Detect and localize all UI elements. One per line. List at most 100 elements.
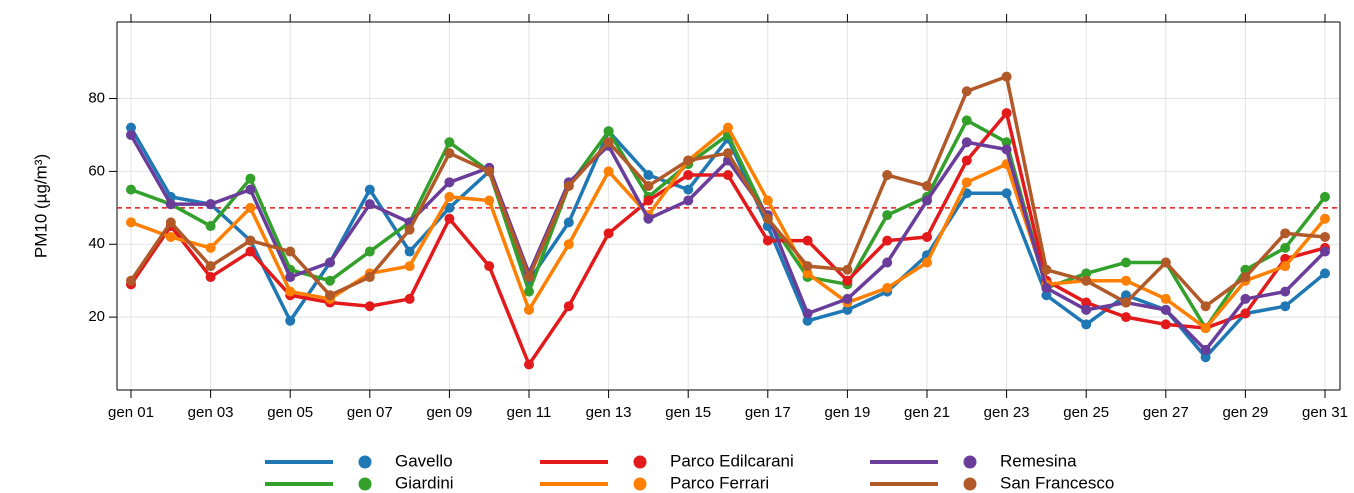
data-point (524, 286, 534, 297)
data-point (1200, 301, 1211, 312)
data-point (285, 315, 296, 326)
data-point (205, 199, 216, 210)
data-point (364, 184, 375, 195)
data-point (484, 166, 495, 177)
data-point (404, 224, 415, 235)
data-point (524, 272, 534, 283)
data-point (842, 275, 853, 286)
data-point (1280, 242, 1291, 253)
data-point (126, 217, 136, 228)
legend-label: Remesina (1000, 451, 1077, 470)
data-point (802, 308, 813, 319)
x-tick-label: gen 07 (347, 404, 393, 421)
data-point (922, 180, 932, 191)
data-point (1320, 268, 1330, 279)
x-tick-label: gen 13 (586, 404, 632, 421)
data-point (1280, 261, 1291, 272)
data-point (1081, 319, 1092, 330)
x-tick-label: gen 05 (267, 404, 313, 421)
data-point (1081, 268, 1092, 279)
data-point (563, 217, 574, 228)
data-point (882, 170, 893, 181)
data-point (285, 272, 296, 283)
data-point (683, 184, 694, 195)
data-point (1041, 282, 1052, 293)
data-point (1160, 319, 1171, 330)
data-point (922, 195, 932, 206)
data-point (723, 170, 733, 181)
data-point (603, 228, 614, 239)
data-point (245, 173, 256, 184)
data-point (444, 177, 455, 188)
data-point (364, 246, 375, 257)
data-point (165, 217, 176, 228)
data-point (245, 246, 256, 257)
legend-marker (358, 455, 372, 469)
y-axis-label: PM10 (µg/m³) (31, 154, 50, 258)
data-point (922, 231, 932, 242)
data-point (1160, 293, 1171, 304)
data-point (683, 170, 694, 181)
data-point (961, 115, 972, 126)
data-point (922, 257, 932, 268)
data-point (1081, 304, 1092, 315)
data-point (126, 122, 136, 133)
data-point (882, 210, 893, 221)
data-point (1160, 257, 1171, 268)
data-point (802, 235, 813, 246)
data-point (603, 126, 614, 137)
x-tick-label: gen 21 (904, 404, 950, 421)
data-point (643, 180, 654, 191)
data-point (1320, 213, 1330, 224)
data-point (842, 264, 853, 275)
data-point (404, 293, 415, 304)
data-point (802, 261, 813, 272)
data-point (961, 137, 972, 148)
data-point (563, 239, 574, 250)
data-point (444, 148, 455, 159)
legend-label: Parco Edilcarani (670, 451, 794, 470)
data-point (882, 282, 893, 293)
legend-marker (358, 477, 372, 491)
x-tick-label: gen 25 (1063, 404, 1109, 421)
data-point (563, 301, 574, 312)
data-point (205, 272, 216, 283)
data-point (603, 137, 614, 148)
data-point (205, 221, 216, 232)
data-point (1121, 312, 1131, 323)
data-point (285, 286, 296, 297)
data-point (205, 261, 216, 272)
data-point (444, 202, 455, 213)
data-point (126, 184, 136, 195)
data-point (245, 202, 256, 213)
legend-marker (963, 455, 977, 469)
data-point (205, 242, 216, 253)
legend-label: Parco Ferrari (670, 473, 769, 492)
data-point (285, 246, 296, 257)
data-point (882, 257, 893, 268)
x-tick-label: gen 15 (665, 404, 711, 421)
x-tick-label: gen 29 (1222, 404, 1268, 421)
y-tick-label: 80 (88, 89, 105, 106)
data-point (126, 275, 136, 286)
data-point (126, 129, 136, 140)
data-point (1200, 323, 1211, 334)
data-point (643, 170, 654, 181)
data-point (325, 275, 335, 286)
x-tick-label: gen 17 (745, 404, 791, 421)
data-point (325, 257, 335, 268)
data-point (842, 304, 853, 315)
data-point (1121, 297, 1131, 308)
data-point (643, 195, 654, 206)
data-point (1041, 290, 1052, 301)
data-point (404, 246, 415, 257)
y-tick-label: 20 (88, 308, 105, 325)
data-point (364, 199, 375, 210)
data-point (1001, 137, 1012, 148)
data-point (444, 137, 455, 148)
data-point (524, 304, 534, 315)
data-point (1240, 293, 1251, 304)
data-point (1320, 231, 1330, 242)
x-tick-label: gen 27 (1143, 404, 1189, 421)
